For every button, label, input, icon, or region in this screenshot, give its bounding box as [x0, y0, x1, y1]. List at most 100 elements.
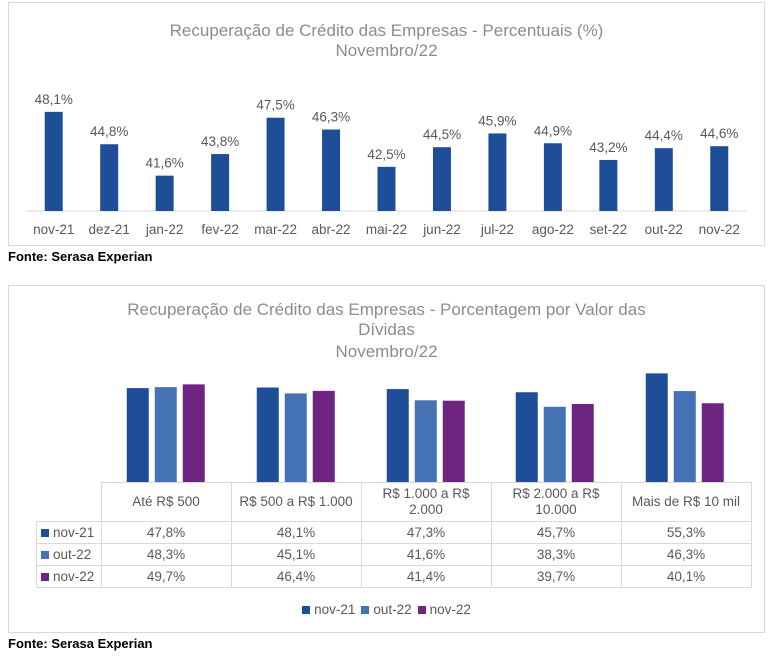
table-header-cell: R$ 500 a R$ 1.000 — [230, 482, 362, 522]
chart1-tick-label: nov-22 — [699, 222, 740, 237]
chart1-bar — [211, 154, 230, 211]
table-cell: 47,3% — [360, 521, 492, 544]
chart1-data-label: 44,6% — [700, 126, 738, 141]
chart1-data-label: 41,6% — [146, 156, 184, 171]
source-note-1: Fonte: Serasa Experian — [8, 249, 153, 264]
chart2-legend: nov-21 out-22 nov-22 — [9, 602, 764, 617]
table-cell: 48,1% — [230, 521, 362, 544]
table-cell: 49,7% — [100, 565, 232, 588]
legend-swatch — [417, 606, 426, 615]
chart2-bar — [543, 406, 566, 482]
chart1-bar — [599, 159, 618, 211]
table-cell: 55,3% — [620, 521, 752, 544]
chart1-data-label: 48,1% — [35, 92, 73, 107]
legend-label: out-22 — [373, 602, 412, 617]
chart2-title-line2: Dívidas — [358, 320, 415, 339]
chart2-bar — [386, 389, 409, 482]
table-header-cell: Mais de R$ 10 mil — [620, 482, 752, 522]
chart1-bar — [488, 133, 507, 211]
chart1-bar — [710, 146, 729, 211]
chart2-bar — [312, 390, 335, 482]
chart2-bar — [126, 388, 149, 482]
table-row-label: nov-21 — [36, 521, 102, 544]
chart1-tick-label: mar-22 — [254, 222, 297, 237]
chart1-bar — [100, 144, 119, 211]
chart2-title-line1: Recuperação de Crédito das Empresas - Po… — [127, 300, 646, 319]
table-row-label: nov-22 — [36, 565, 102, 588]
source-note-2: Fonte: Serasa Experian — [8, 636, 153, 651]
legend-label: nov-22 — [429, 602, 471, 617]
chart2-plot — [126, 373, 724, 482]
legend-item: nov-21 — [302, 602, 355, 617]
legend-label: nov-21 — [314, 602, 356, 617]
chart2-bar — [571, 404, 594, 482]
chart1-bar — [377, 166, 396, 211]
table-cell: 39,7% — [490, 565, 622, 588]
table-cell: 48,3% — [100, 543, 232, 566]
chart1-tick-label: set-22 — [590, 222, 628, 237]
table-row: nov-21 47,8% 48,1% 47,3% 45,7% 55,3% — [36, 521, 752, 544]
chart1-plot: 48,1% nov-21 44,8% dez-21 41,6% jan-22 43,8% fe… — [26, 92, 747, 237]
chart1-tick-label: ago-22 — [532, 222, 574, 237]
series-name: out-22 — [53, 547, 92, 562]
chart1-tick-label: dez-21 — [89, 222, 130, 237]
legend-swatch — [302, 606, 311, 615]
chart1-bar — [654, 148, 673, 211]
chart2-bar — [256, 387, 279, 482]
chart1-tick-label: mai-22 — [366, 222, 407, 237]
chart1-tick-label: abr-22 — [312, 222, 351, 237]
table-cell: 41,6% — [360, 543, 492, 566]
table-cell: 45,7% — [490, 521, 622, 544]
chart1-data-label: 46,3% — [312, 110, 350, 125]
legend-item: out-22 — [361, 602, 412, 617]
table-cell: 40,1% — [620, 565, 752, 588]
chart1-data-label: 47,5% — [256, 98, 294, 113]
table-cell: 47,8% — [100, 521, 232, 544]
chart2-bar — [284, 393, 307, 482]
chart1-bar — [44, 111, 63, 211]
table-cell: 41,4% — [360, 565, 492, 588]
legend-swatch — [361, 606, 370, 615]
chart1-bar — [322, 129, 341, 211]
chart1-tick-label: fev-22 — [201, 222, 239, 237]
chart1-bar — [543, 143, 562, 211]
chart1-tick-label: out-22 — [645, 222, 683, 237]
chart1-data-label: 44,8% — [90, 124, 128, 139]
table-header-cell: R$ 1.000 a R$ 2.000 — [360, 482, 492, 522]
chart2-bar — [701, 403, 724, 482]
chart2-bar — [154, 387, 177, 482]
chart2-bar — [673, 391, 696, 482]
chart2-bar — [442, 400, 465, 482]
chart2-bar — [414, 400, 437, 482]
chart1-subtitle: Novembro/22 — [335, 41, 438, 60]
chart1-data-label: 44,9% — [534, 123, 572, 138]
chart2-bar — [645, 373, 668, 482]
table-header-cell: Até R$ 500 — [100, 482, 232, 522]
chart1-bar — [432, 147, 451, 211]
chart2-bar — [182, 384, 205, 482]
series-key-swatch — [41, 573, 49, 582]
table-cell: 46,3% — [620, 543, 752, 566]
chart1-data-label: 44,5% — [423, 127, 461, 142]
table-row: out-22 48,3% 45,1% 41,6% 38,3% 46,3% — [36, 543, 752, 566]
table-row: nov-22 49,7% 46,4% 41,4% 39,7% 40,1% — [36, 565, 752, 588]
chart1-data-label: 44,4% — [645, 128, 683, 143]
chart1-data-label: 45,9% — [478, 113, 516, 128]
chart1-tick-label: jan-22 — [145, 222, 184, 237]
table-corner — [37, 483, 102, 522]
chart2-bar — [515, 392, 538, 482]
chart1-data-label: 43,8% — [201, 134, 239, 149]
chart1-data-label: 42,5% — [367, 147, 405, 162]
table-cell: 45,1% — [230, 543, 362, 566]
table-cell: 38,3% — [490, 543, 622, 566]
series-key-swatch — [41, 551, 49, 560]
table-cell: 46,4% — [230, 565, 362, 588]
chart1-data-label: 43,2% — [589, 140, 627, 155]
series-key-swatch — [41, 529, 49, 538]
data-table: Até R$ 500 R$ 500 a R$ 1.000 R$ 1.000 a R$… — [36, 482, 752, 588]
chart1-tick-label: jul-22 — [480, 222, 514, 237]
chart-panel-monthly: Recuperação de Crédito das Empresas - Pe… — [8, 2, 765, 246]
table-header-cell: R$ 2.000 a R$ 10.000 — [490, 482, 622, 522]
chart2-subtitle: Novembro/22 — [335, 342, 438, 361]
legend-item: nov-22 — [417, 602, 471, 617]
